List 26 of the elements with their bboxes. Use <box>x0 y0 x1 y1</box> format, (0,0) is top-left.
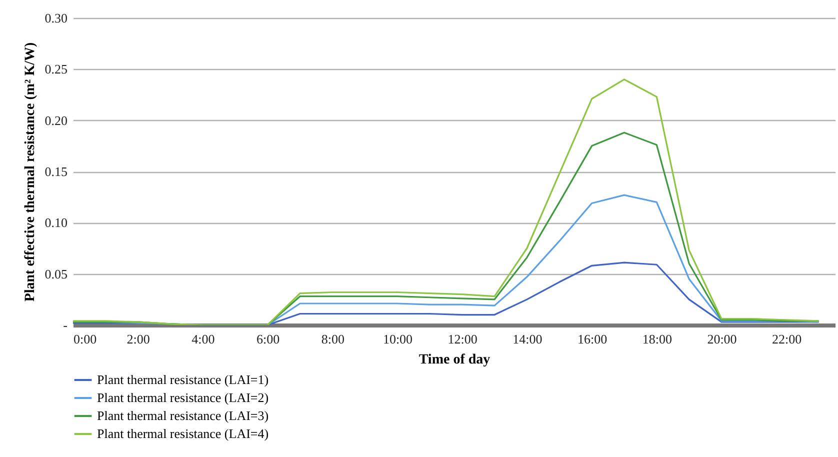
legend-label: Plant thermal resistance (LAI=4) <box>97 426 269 441</box>
legend-label: Plant thermal resistance (LAI=3) <box>97 408 269 423</box>
y-tick-label: 0.20 <box>44 112 68 128</box>
y-tick-label: 0.30 <box>44 10 68 26</box>
y-tick-label: 0.25 <box>44 62 68 77</box>
y-tick-label: 0.10 <box>44 215 68 230</box>
x-tick-label: 8:00 <box>321 332 344 346</box>
x-tick-label: 6:00 <box>256 332 280 346</box>
x-tick-label: 20:00 <box>707 332 737 346</box>
line-series <box>73 78 820 325</box>
y-tick-label: 0.05 <box>44 266 68 282</box>
x-tick-label: 18:00 <box>642 332 672 346</box>
legend-label: Plant thermal resistance (LAI=2) <box>97 390 269 405</box>
x-tick-label: 16:00 <box>577 332 608 346</box>
y-tick-label: 0.15 <box>44 164 68 179</box>
legend-label: Plant thermal resistance (LAI=1) <box>97 372 269 387</box>
x-tick-label: 12:00 <box>448 332 478 346</box>
x-tick-label: 10:00 <box>382 332 413 346</box>
x-axis-title: Time of day <box>418 352 490 368</box>
x-tick-label: 2:00 <box>126 332 150 346</box>
y-tick-label: - <box>63 318 68 332</box>
x-tick-label: 0:00 <box>74 332 97 346</box>
x-tick-label: 22:00 <box>772 332 802 346</box>
x-tick-label: 14:00 <box>512 332 542 346</box>
y-axis-title: Plant effective thermal resistance (m² K/W) <box>22 42 38 302</box>
x-tick-label: 4:00 <box>192 332 215 346</box>
